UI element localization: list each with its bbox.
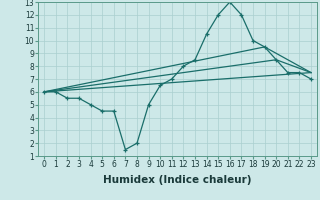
X-axis label: Humidex (Indice chaleur): Humidex (Indice chaleur) bbox=[103, 175, 252, 185]
